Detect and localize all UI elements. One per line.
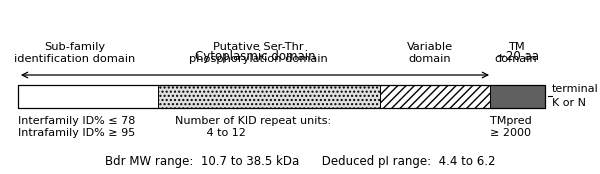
Bar: [18, 85, 158, 108]
Text: ~20 aa: ~20 aa: [496, 50, 539, 63]
Text: terminal
K or N: terminal K or N: [552, 84, 599, 108]
Text: TMpred
≥ 2000: TMpred ≥ 2000: [490, 116, 532, 138]
Bar: [380, 85, 490, 108]
Bar: [18, 85, 545, 108]
Bar: [158, 85, 380, 108]
Text: Number of KID repeat units:
         4 to 12: Number of KID repeat units: 4 to 12: [175, 116, 331, 138]
Text: Bdr MW range:  10.7 to 38.5 kDa      Deduced pI range:  4.4 to 6.2: Bdr MW range: 10.7 to 38.5 kDa Deduced p…: [105, 155, 495, 168]
Text: Putative Ser-Thr
phosphorylation domain: Putative Ser-Thr phosphorylation domain: [188, 42, 328, 64]
Text: TM
domain: TM domain: [494, 42, 538, 64]
Text: Variable
domain: Variable domain: [407, 42, 453, 64]
Bar: [490, 85, 545, 108]
Text: Interfamily ID% ≤ 78
Intrafamily ID% ≥ 95: Interfamily ID% ≤ 78 Intrafamily ID% ≥ 9…: [18, 116, 136, 138]
Text: Cytoplasmic domain: Cytoplasmic domain: [194, 50, 316, 63]
Text: Sub-family
identification domain: Sub-family identification domain: [14, 42, 136, 64]
